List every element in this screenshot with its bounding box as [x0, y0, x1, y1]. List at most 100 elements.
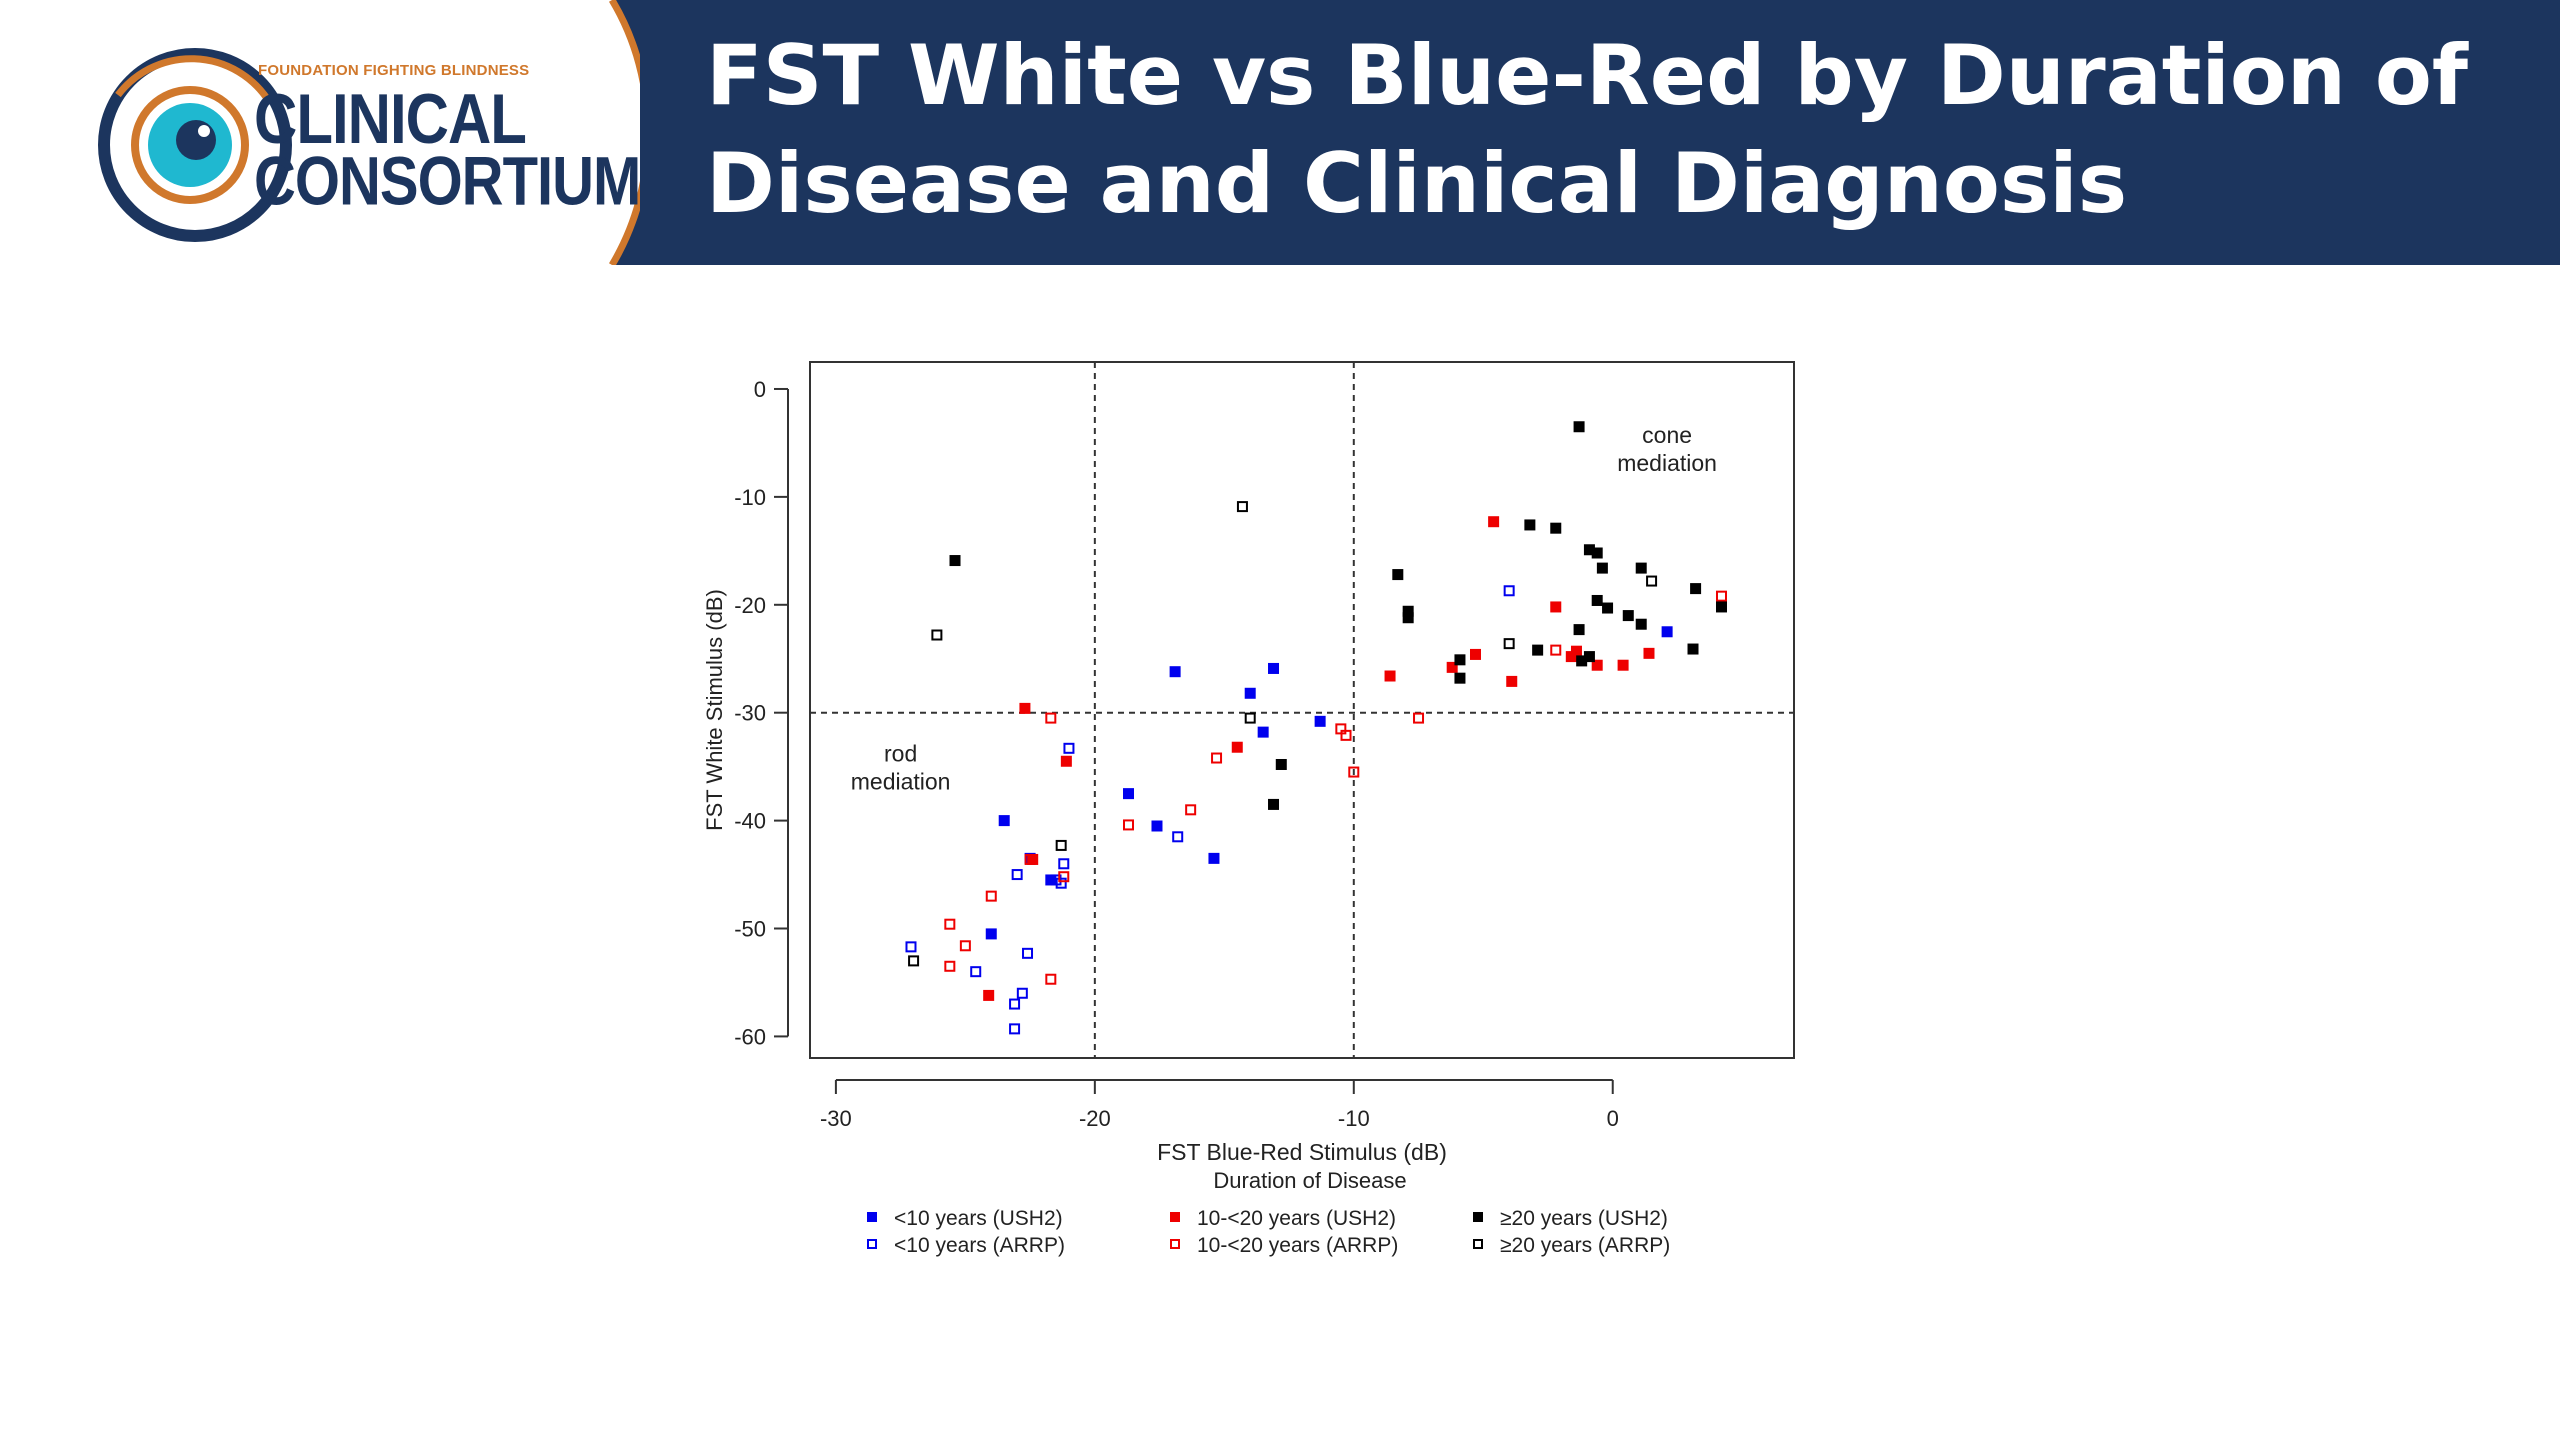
y-tick-label: -60	[734, 1024, 766, 1049]
data-point	[1019, 702, 1031, 714]
data-point	[1058, 858, 1070, 870]
data-point	[1185, 804, 1197, 816]
logo-outer-ring	[98, 48, 292, 242]
data-point	[1550, 601, 1562, 613]
data-point	[1340, 729, 1352, 741]
data-point	[1503, 585, 1515, 597]
data-point	[970, 966, 982, 978]
data-point	[1687, 643, 1699, 655]
logo-swoosh	[608, 0, 640, 265]
data-point	[1454, 654, 1466, 666]
data-point	[905, 941, 917, 953]
plot-frame	[809, 361, 1795, 1059]
y-tick-label: -30	[734, 701, 766, 726]
data-point	[1058, 871, 1070, 883]
data-point	[1583, 544, 1595, 556]
data-point	[983, 989, 995, 1001]
data-point	[1565, 651, 1577, 663]
data-point	[1573, 624, 1585, 636]
data-point	[1402, 612, 1414, 624]
data-point	[1583, 651, 1595, 663]
slide-title: FST White vs Blue-Red by Duration of Dis…	[706, 27, 2469, 232]
data-point	[1275, 758, 1287, 770]
y-tick-label: -40	[734, 809, 766, 834]
data-point	[949, 555, 961, 567]
logo-foundation-text: FOUNDATION FIGHTING BLINDNESS	[258, 62, 530, 79]
data-point	[1635, 562, 1647, 574]
data-point	[1045, 973, 1057, 985]
legend-label: <10 years (ARRP)	[894, 1234, 1065, 1257]
data-point	[1469, 648, 1481, 660]
data-point	[1231, 741, 1243, 753]
data-point	[1268, 662, 1280, 674]
x-tick-label: -20	[1079, 1106, 1111, 1131]
x-tick-label: -10	[1338, 1106, 1370, 1131]
data-point	[1591, 547, 1603, 559]
data-point	[1016, 987, 1028, 999]
y-tick-label: -50	[734, 917, 766, 942]
x-axis-title: FST Blue-Red Stimulus (dB)	[1157, 1139, 1447, 1165]
data-point	[1123, 788, 1135, 800]
data-point	[1151, 820, 1163, 832]
logo-graphic	[0, 0, 640, 265]
data-point	[1244, 712, 1256, 724]
legend-marker	[1473, 1212, 1483, 1222]
data-point	[1009, 1023, 1021, 1035]
annotation-rod-mediation: mediation	[851, 768, 951, 794]
data-point	[1236, 501, 1248, 513]
data-point	[1055, 877, 1067, 889]
data-point	[1532, 644, 1544, 656]
data-point	[1661, 626, 1673, 638]
data-point	[1715, 590, 1727, 602]
data-point	[1715, 601, 1727, 613]
data-point	[1635, 618, 1647, 630]
annotation-cone-mediation: cone	[1642, 422, 1692, 448]
data-point	[998, 815, 1010, 827]
y-tick-label: -10	[734, 485, 766, 510]
annotation-cone-mediation: mediation	[1617, 450, 1717, 476]
data-point	[1622, 610, 1634, 622]
data-point	[1208, 852, 1220, 864]
data-point	[1591, 594, 1603, 606]
data-point	[1643, 647, 1655, 659]
data-point	[1646, 575, 1658, 587]
data-point	[944, 918, 956, 930]
data-point	[1027, 853, 1039, 865]
data-point	[1172, 831, 1184, 843]
data-point	[1573, 421, 1585, 433]
legend-marker	[1170, 1239, 1180, 1249]
data-point	[944, 960, 956, 972]
logo-inner-ring	[131, 86, 249, 204]
legend-label: ≥20 years (ARRP)	[1500, 1234, 1670, 1257]
eye-highlight	[198, 125, 210, 137]
legend-label: 10-<20 years (ARRP)	[1197, 1234, 1398, 1257]
data-point	[1690, 583, 1702, 595]
data-point	[1602, 602, 1614, 614]
data-point	[1314, 715, 1326, 727]
legend-marker	[867, 1239, 877, 1249]
legend-label: <10 years (USH2)	[894, 1207, 1063, 1230]
data-point	[1244, 687, 1256, 699]
legend-marker	[867, 1212, 877, 1222]
data-point	[1055, 839, 1067, 851]
data-point	[1503, 638, 1515, 650]
data-point	[1063, 742, 1075, 754]
data-point	[1022, 947, 1034, 959]
legend-label: 10-<20 years (USH2)	[1197, 1207, 1396, 1230]
legend-marker	[1473, 1239, 1483, 1249]
data-point	[1011, 869, 1023, 881]
data-point	[1413, 712, 1425, 724]
y-tick-label: -20	[734, 593, 766, 618]
data-point	[1506, 675, 1518, 687]
data-point	[1060, 755, 1072, 767]
data-point	[1454, 672, 1466, 684]
data-point	[1268, 798, 1280, 810]
data-point	[1024, 853, 1036, 865]
data-point	[985, 928, 997, 940]
data-point	[1617, 659, 1629, 671]
data-point	[931, 629, 943, 641]
logo-clinical-text: CLINICAL	[254, 79, 527, 159]
data-point	[1402, 605, 1414, 617]
x-tick-label: -30	[820, 1106, 852, 1131]
